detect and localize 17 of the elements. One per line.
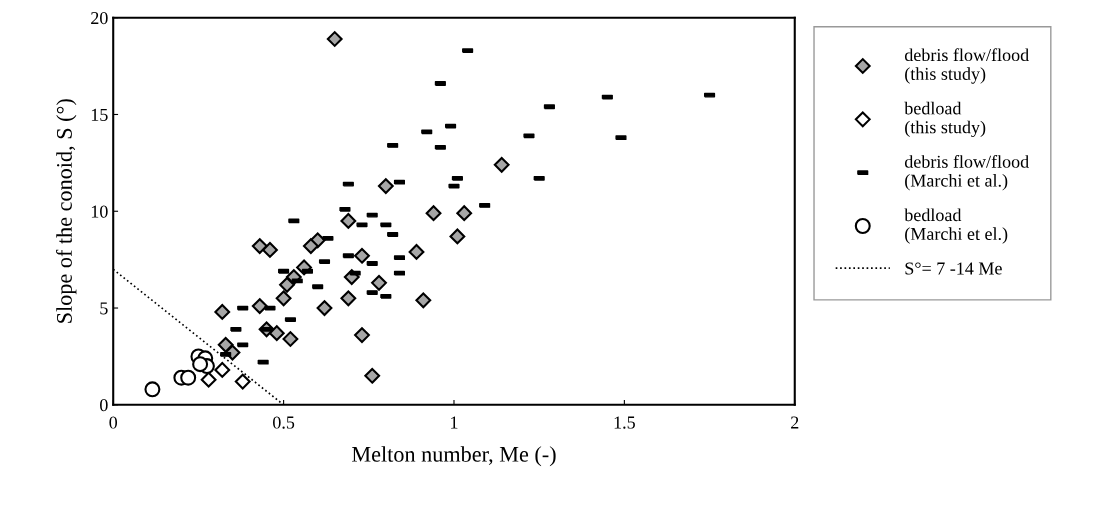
legend-label: bedload (Marchi et el.) xyxy=(904,208,1008,244)
y-tick-label: 0 xyxy=(100,399,108,412)
x-axis-title: Melton number, Me (-) xyxy=(352,446,556,467)
legend-label: bedload (this study) xyxy=(904,101,986,138)
x-tick-label: 1 xyxy=(451,416,458,429)
y-tick-label: 5 xyxy=(100,302,108,315)
legend-label: S°= 7 -14 Me xyxy=(905,262,1002,275)
x-tick-label: 1.5 xyxy=(614,416,635,429)
legend-label: debris flow/flood (Marchi et al.) xyxy=(904,154,1029,191)
y-tick-label: 10 xyxy=(91,205,108,218)
x-tick-label: 0 xyxy=(109,416,118,429)
legend-label: debris flow/flood (this study) xyxy=(904,48,1029,84)
y-axis-title: Slope of the conoid, S (°) xyxy=(56,99,77,323)
x-tick-label: 2 xyxy=(791,416,799,429)
x-tick-label: 0.5 xyxy=(273,416,295,429)
y-tick-label: 20 xyxy=(91,11,108,25)
y-tick-label: 15 xyxy=(91,108,108,121)
